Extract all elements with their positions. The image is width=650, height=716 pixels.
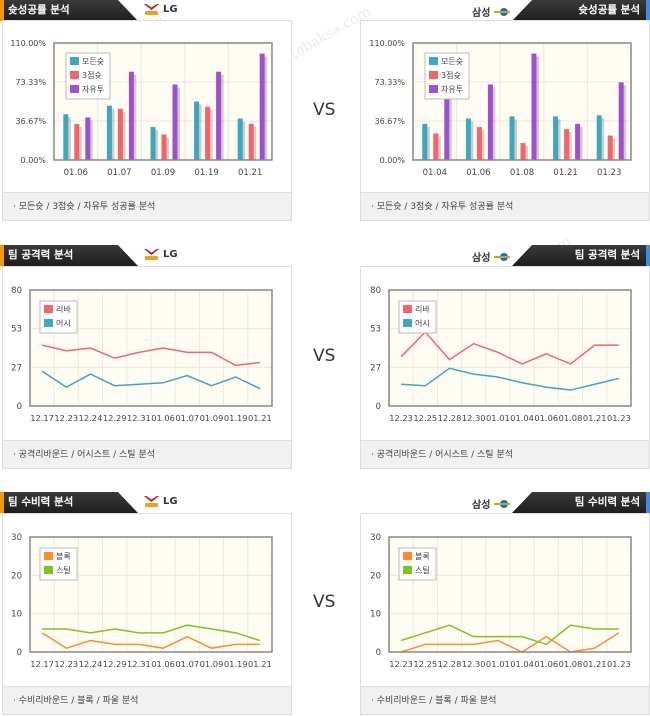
section-header-defense-left: 팀 수비력 분석 xyxy=(0,492,138,513)
team-name: 삼성 xyxy=(472,253,491,264)
team-name: 삼성 xyxy=(472,500,491,511)
panel-footer: · 모든슛 / 3점슛 / 자유투 성공률 분석 xyxy=(361,192,649,220)
shooting-panel-left: · 모든슛 / 3점슛 / 자유투 성공률 분석 xyxy=(2,20,292,221)
team-label-left: LG xyxy=(144,496,178,507)
team-name: LG xyxy=(163,249,178,260)
section-header-defense-right: 팀 수비력 분석 xyxy=(512,492,650,513)
vs-label: VS xyxy=(313,346,336,366)
lg-logo-icon xyxy=(144,4,159,15)
samsung-logo-icon xyxy=(494,499,511,508)
section-header-shooting-left: 슛성공률 분석 xyxy=(0,0,138,21)
section-header-attack-right: 팀 공격력 분석 xyxy=(512,245,650,266)
team-label-right: 삼성 xyxy=(472,496,511,511)
defense-panel-right: · 수비리바운드 / 블록 / 파울 분석 xyxy=(360,513,650,715)
vs-label: VS xyxy=(313,100,336,120)
section-header-attack-left: 팀 공격력 분석 xyxy=(0,245,138,266)
panel-footer: · 모든슛 / 3점슛 / 자유투 성공률 분석 xyxy=(3,192,291,220)
team-label-left: LG xyxy=(144,249,178,260)
team-name: LG xyxy=(163,496,178,507)
team-label-right: 삼성 xyxy=(472,4,511,19)
shooting-panel-right: · 모든슛 / 3점슛 / 자유투 성공률 분석 xyxy=(360,20,650,221)
lg-logo-icon xyxy=(144,249,159,260)
team-name: 삼성 xyxy=(472,8,491,19)
section-header-shooting-right: 슛성공률 분석 xyxy=(512,0,650,21)
panel-footer: · 수비리바운드 / 블록 / 파울 분석 xyxy=(3,686,291,714)
attack-panel-right: · 공격리바운드 / 어시스트 / 스틸 분석 xyxy=(360,266,650,469)
team-name: LG xyxy=(163,4,178,15)
panel-footer: · 수비리바운드 / 블록 / 파울 분석 xyxy=(361,686,649,714)
lg-logo-icon xyxy=(144,496,159,507)
vs-label: VS xyxy=(313,592,336,612)
defense-panel-left: · 수비리바운드 / 블록 / 파울 분석 xyxy=(2,513,292,715)
panel-footer: · 공격리바운드 / 어시스트 / 스틸 분석 xyxy=(361,440,649,468)
team-label-right: 삼성 xyxy=(472,249,511,264)
team-label-left: LG xyxy=(144,4,178,15)
attack-panel-left: · 공격리바운드 / 어시스트 / 스틸 분석 xyxy=(2,266,292,469)
panel-footer: · 공격리바운드 / 어시스트 / 스틸 분석 xyxy=(3,440,291,468)
samsung-logo-icon xyxy=(494,7,511,16)
samsung-logo-icon xyxy=(494,252,511,261)
